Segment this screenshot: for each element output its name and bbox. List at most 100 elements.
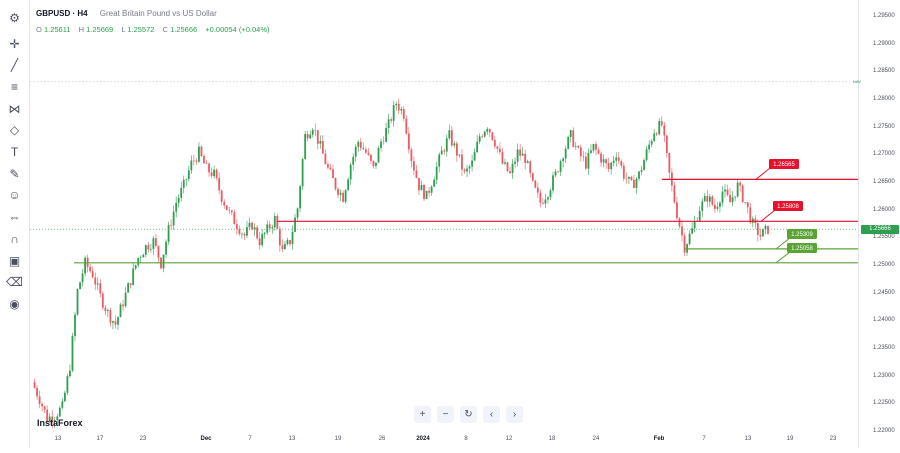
candle <box>660 116 663 128</box>
candle-body <box>440 150 443 155</box>
candle <box>205 159 208 164</box>
candle-body <box>299 186 301 209</box>
time-tick-label: 2024 <box>416 436 430 442</box>
hide-icon[interactable]: ◉ <box>9 296 20 311</box>
brush-icon[interactable]: ✎ <box>9 166 20 181</box>
candle <box>496 145 499 153</box>
candle <box>430 185 433 196</box>
price-axis[interactable]: 1.29500 1.29000 1.28500 1.28000 1.27500 1.270… <box>858 0 900 448</box>
candle <box>764 224 767 235</box>
candle <box>337 187 339 199</box>
candle <box>471 155 473 172</box>
candle-body <box>458 154 461 156</box>
candle-body <box>488 128 491 133</box>
candle <box>397 98 400 115</box>
candle-body <box>117 317 119 325</box>
candle-body <box>590 150 592 153</box>
candle-body <box>104 307 107 311</box>
settings-icon[interactable]: ⚙ <box>9 10 20 25</box>
candle-body <box>185 179 188 180</box>
candle-body <box>367 152 370 155</box>
candle <box>658 118 661 136</box>
candle <box>405 115 408 136</box>
candle <box>314 123 317 137</box>
candle <box>587 148 590 175</box>
candle-body <box>600 153 602 163</box>
candle-body <box>741 185 744 203</box>
price-tick-label: 1.27000 <box>873 151 895 158</box>
candle <box>759 228 762 241</box>
candle <box>468 164 471 174</box>
pattern-icon[interactable]: ⋈ <box>8 101 21 116</box>
candle <box>481 133 484 139</box>
candle <box>501 147 504 165</box>
candle-body <box>562 158 565 162</box>
candle-body <box>476 141 479 153</box>
candle-body <box>306 134 309 139</box>
chart-area[interactable]: 1.26565 1.25808 1.25309 1.25058 <box>30 0 858 448</box>
candle <box>767 225 769 235</box>
candle <box>724 184 726 198</box>
candle <box>167 221 170 245</box>
level-callout-line <box>775 237 791 250</box>
candle <box>246 220 248 239</box>
candle-body <box>155 238 157 246</box>
nav-marker: NAV <box>853 79 861 84</box>
candle-body <box>61 401 64 408</box>
candle <box>590 144 592 155</box>
candle-body <box>89 266 92 272</box>
candle <box>109 307 112 327</box>
candle-body <box>542 202 544 204</box>
candle <box>463 168 466 174</box>
candle-body <box>597 149 600 154</box>
text-icon[interactable]: T <box>10 145 19 159</box>
candle <box>711 195 714 207</box>
candle-body <box>347 179 350 191</box>
symbol-label[interactable]: GBPUSD · H4 <box>36 9 88 18</box>
candle-body <box>564 148 567 159</box>
candle <box>499 142 501 155</box>
candle <box>127 282 130 293</box>
fib-icon[interactable]: ≡ <box>10 79 18 94</box>
candlestick-chart[interactable]: 1.26565 1.25808 1.25309 1.25058 <box>30 0 858 448</box>
candle-body <box>263 232 266 234</box>
candle <box>208 162 210 177</box>
candle <box>48 413 51 423</box>
candle-body <box>203 155 205 164</box>
candle <box>536 182 539 198</box>
candle-body <box>572 130 575 147</box>
candle-body <box>101 293 104 308</box>
time-tick-label: 13 <box>288 436 296 442</box>
candle-body <box>172 211 175 226</box>
candle <box>418 177 420 196</box>
low-value: 1.25572 <box>127 25 155 34</box>
candle <box>334 177 337 192</box>
candle-body <box>375 162 377 167</box>
candle <box>754 215 757 229</box>
reset-view-button[interactable]: ↻ <box>460 406 477 423</box>
trash-icon[interactable]: ⌫ <box>6 275 23 290</box>
price-tick-label: 1.27500 <box>873 123 895 130</box>
candle <box>134 264 137 271</box>
candle-body <box>296 208 299 218</box>
magnet-icon[interactable]: ∩ <box>10 231 19 246</box>
candle <box>453 141 456 149</box>
candle-body <box>198 146 200 162</box>
candle <box>506 161 509 173</box>
crosshair-icon[interactable]: ✛ <box>9 36 20 51</box>
candle <box>726 184 729 197</box>
time-tick-label: 12 <box>505 436 513 442</box>
projection-icon[interactable]: ◇ <box>9 123 20 138</box>
scroll-left-button[interactable]: ‹ <box>483 406 500 423</box>
candle-body <box>617 157 620 162</box>
zoom-out-button[interactable]: − <box>437 406 454 423</box>
emoji-icon[interactable]: ☺ <box>8 188 21 203</box>
lock-icon[interactable]: ▣ <box>8 253 21 268</box>
measure-icon[interactable]: ⇔ <box>8 210 21 225</box>
candle <box>304 130 307 160</box>
candle <box>564 146 567 163</box>
trend-line-icon[interactable]: ╱ <box>10 58 19 73</box>
zoom-in-button[interactable]: + <box>414 406 431 423</box>
candle <box>144 244 147 258</box>
scroll-right-button[interactable]: › <box>506 406 523 423</box>
